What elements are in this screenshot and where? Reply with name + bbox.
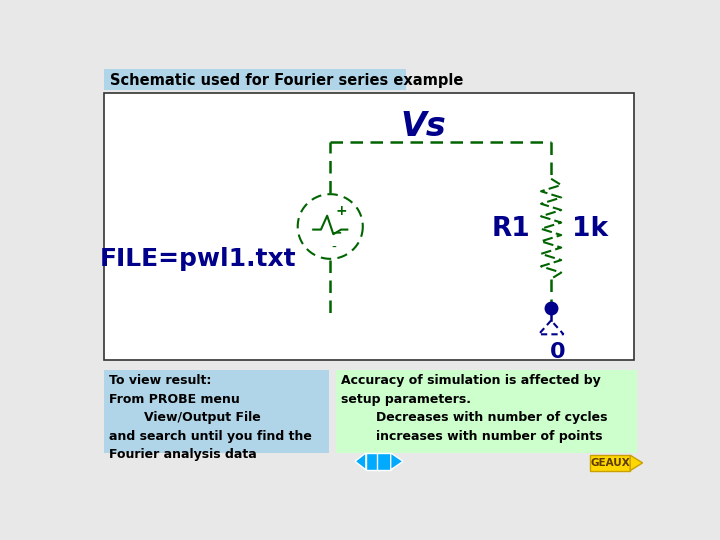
FancyBboxPatch shape xyxy=(104,370,329,453)
Text: 1k: 1k xyxy=(572,216,608,242)
Text: GEAUX: GEAUX xyxy=(590,458,630,468)
FancyBboxPatch shape xyxy=(590,455,630,470)
Text: −: − xyxy=(330,226,342,240)
Text: +: + xyxy=(336,204,347,218)
FancyBboxPatch shape xyxy=(377,453,391,470)
Text: -: - xyxy=(331,241,336,255)
FancyBboxPatch shape xyxy=(104,69,406,90)
Polygon shape xyxy=(355,453,366,470)
Text: Schematic used for Fourier series example: Schematic used for Fourier series exampl… xyxy=(110,73,464,87)
Text: R1: R1 xyxy=(492,216,530,242)
Polygon shape xyxy=(391,453,403,470)
FancyBboxPatch shape xyxy=(336,370,637,453)
Text: Accuracy of simulation is affected by
setup parameters.
        Decreases with n: Accuracy of simulation is affected by se… xyxy=(341,374,608,443)
Text: To view result:
From PROBE menu
        View/Output File
and search until you fi: To view result: From PROBE menu View/Out… xyxy=(109,374,312,461)
Text: FILE=pwl1.txt: FILE=pwl1.txt xyxy=(100,247,297,271)
Polygon shape xyxy=(630,455,642,470)
Text: 0: 0 xyxy=(549,342,565,362)
Text: Vs: Vs xyxy=(400,110,446,143)
FancyBboxPatch shape xyxy=(104,92,634,361)
FancyBboxPatch shape xyxy=(366,453,380,470)
